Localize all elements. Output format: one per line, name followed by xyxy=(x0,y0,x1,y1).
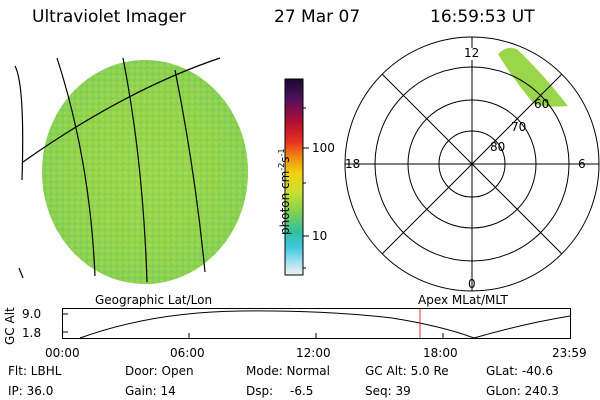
colorbar-tick-10: 10 xyxy=(312,229,328,243)
door-info: Door: Open xyxy=(125,364,194,378)
gc-alt-axis-title: GC Alt xyxy=(3,307,17,345)
gc-alt-info: GC Alt: 5.0 Re xyxy=(365,364,449,378)
y-min-label: 1.8 xyxy=(22,326,42,340)
instrument-title: Ultraviolet Imager xyxy=(32,7,186,27)
time-tick-2359: 23:59 xyxy=(552,346,587,360)
mlt-label-18: 18 xyxy=(345,157,361,171)
glat-info: GLat: -40.6 xyxy=(486,364,553,378)
apex-mlat-mlt-label: Apex MLat/MLT xyxy=(418,293,508,307)
gc-alt-timeline xyxy=(62,308,571,339)
time-tick-1200: 12:00 xyxy=(296,346,331,360)
seq-info: Seq: 39 xyxy=(365,384,411,398)
colorbar-tick-100: 100 xyxy=(312,141,335,155)
ip-info: IP: 36.0 xyxy=(8,384,54,398)
dsp-label: Dsp: xyxy=(246,384,274,398)
filter-info: Flt: LBHL xyxy=(8,364,62,378)
mode-info: Mode: Normal xyxy=(246,364,330,378)
time-tick-0000: 00:00 xyxy=(45,346,80,360)
colorbar-unit-label: photon cm-2s-1 xyxy=(277,148,292,235)
mlt-label-12: 12 xyxy=(464,46,480,60)
earth-disk-image xyxy=(14,57,248,284)
time-tick-1800: 18:00 xyxy=(423,346,458,360)
lat-label-60: 60 xyxy=(534,97,550,111)
geographic-latlon-label: Geographic Lat/Lon xyxy=(95,293,213,307)
dsp-value: -6.5 xyxy=(290,384,314,398)
time-label: 16:59:53 UT xyxy=(430,7,535,27)
intensity-colorbar xyxy=(284,78,309,276)
geographic-grid xyxy=(14,57,221,283)
lat-label-80: 80 xyxy=(490,140,506,154)
y-max-label: 9.0 xyxy=(22,307,42,321)
auroral-patch xyxy=(498,47,568,107)
polar-mlt-plot xyxy=(344,36,600,292)
gain-info: Gain: 14 xyxy=(125,384,176,398)
lat-label-70: 70 xyxy=(511,120,527,134)
mlt-label-6: 6 xyxy=(578,157,586,171)
time-tick-0600: 06:00 xyxy=(170,346,205,360)
mlt-label-0: 0 xyxy=(468,277,476,291)
gc-alt-curve xyxy=(79,310,571,339)
glon-info: GLon: 240.3 xyxy=(486,384,559,398)
date-label: 27 Mar 07 xyxy=(274,7,361,27)
